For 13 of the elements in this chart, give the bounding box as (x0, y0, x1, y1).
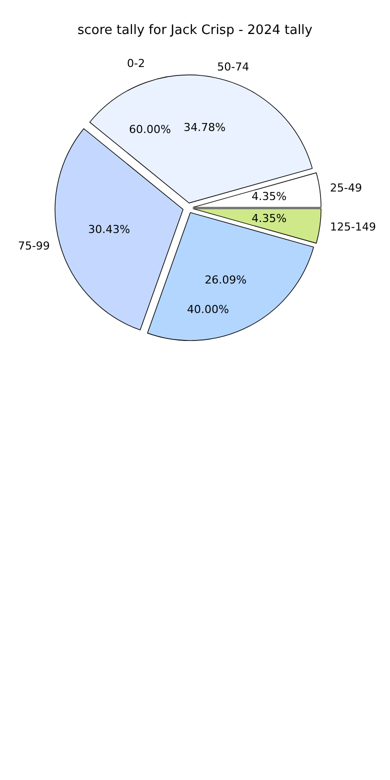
chart-title: score tally for Jack Crisp - 2024 tally (77, 23, 313, 38)
slice-label: 125-149 (330, 220, 376, 234)
data-label: 4.35% (252, 190, 287, 203)
data-label: 4.35% (252, 212, 287, 226)
slice-label: 75-99 (18, 240, 50, 253)
text: 40.00% (187, 303, 229, 316)
slice-label: 50-74 (217, 60, 250, 74)
text: 60.00% (129, 123, 171, 136)
text: 0-2 (127, 57, 145, 70)
data-label: 34.78% (184, 120, 226, 134)
slice-label: 25-49 (330, 181, 362, 194)
data-label: 30.43% (88, 223, 130, 236)
data-label: 26.09% (204, 274, 247, 287)
